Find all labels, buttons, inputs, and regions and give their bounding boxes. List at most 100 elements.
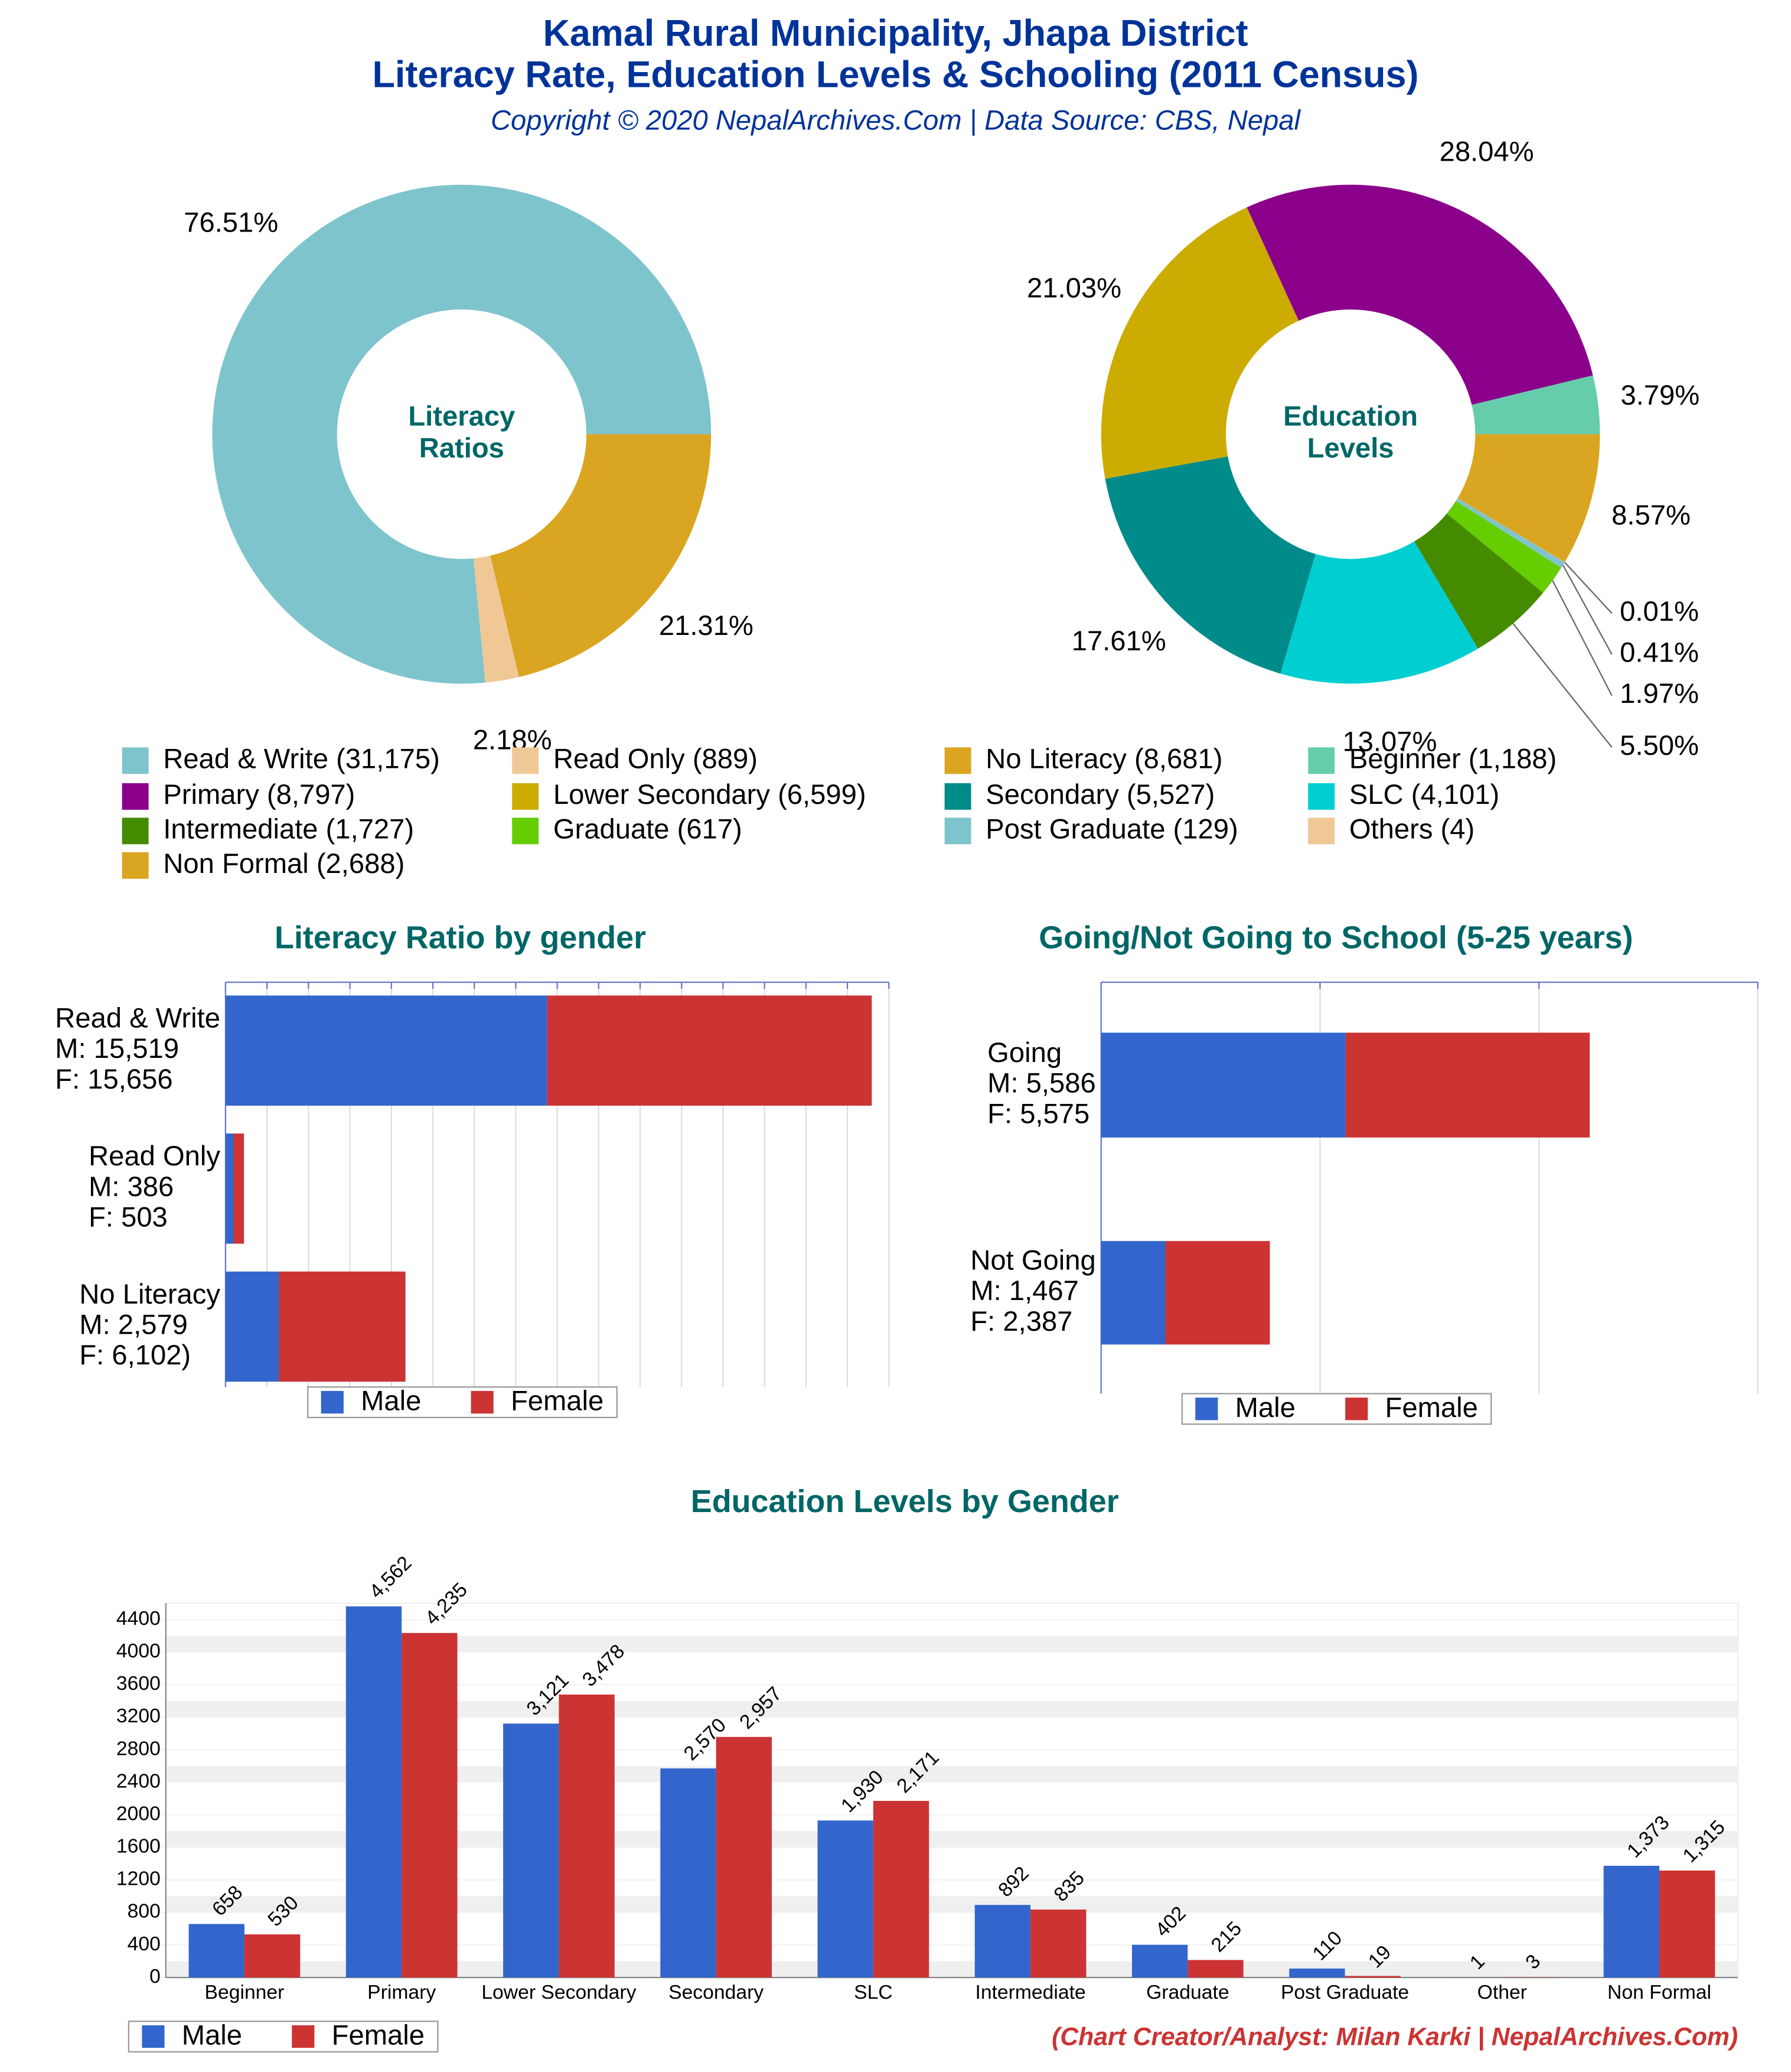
donut-slice (1280, 541, 1479, 684)
legend-swatch (142, 2025, 165, 2048)
leader-line (1562, 565, 1613, 655)
legend-label: SLC (4,101) (1349, 778, 1499, 810)
slice-label: 17.61% (1072, 625, 1166, 656)
legend-swatch (1195, 1397, 1218, 1421)
slice-label: 0.01% (1620, 595, 1699, 627)
legend-label: Read & Write (31,175) (163, 742, 439, 774)
y-tick-label: 2000 (116, 1802, 161, 1825)
legend-label: Read Only (889) (553, 742, 758, 774)
bar (503, 1724, 559, 1978)
y-tick-label: 1600 (116, 1835, 161, 1858)
legend-swatch (292, 2025, 315, 2048)
legend-label: Beginner (1,188) (1349, 742, 1557, 774)
y-tick-label: 3200 (116, 1705, 161, 1727)
legend-swatch (512, 783, 539, 810)
x-tick-label: Beginner (205, 1981, 285, 2003)
donut-slice (1447, 501, 1561, 593)
bar-segment (279, 1271, 406, 1382)
legend-swatch (1345, 1397, 1368, 1421)
category-label: M: 386 (89, 1171, 174, 1202)
legend-label: Primary (8,797) (163, 778, 355, 810)
bar (345, 1606, 402, 1978)
legend-box (307, 1386, 618, 1419)
bar (188, 1924, 244, 1978)
donut-slice (490, 434, 712, 677)
credit: (Chart Creator/Analyst: Milan Karki | Ne… (1052, 2023, 1738, 2051)
x-tick-label: Secondary (668, 1981, 764, 2003)
center-label: Levels (1307, 432, 1394, 464)
bar (1603, 1865, 1660, 1978)
slice-label: 3.79% (1620, 379, 1699, 411)
category-label: F: 5,575 (987, 1097, 1089, 1129)
legend-label: Secondary (5,527) (986, 778, 1215, 810)
donut-slice (1472, 375, 1600, 435)
legend-label: Lower Secondary (6,599) (553, 778, 866, 810)
legend-label: Post Graduate (129) (986, 813, 1238, 844)
center-label: Literacy (408, 400, 515, 432)
x-tick-label: Non Formal (1607, 1981, 1711, 2003)
category-label: Read & Write (55, 1002, 220, 1034)
legend-label: Female (511, 1385, 603, 1416)
bar (660, 1768, 716, 1978)
legend-swatch (1308, 747, 1335, 774)
category-label: M: 15,519 (55, 1032, 179, 1064)
legend-box (1181, 1393, 1492, 1425)
x-tick-label: Post Graduate (1281, 1981, 1409, 2003)
bar (1188, 1960, 1244, 1978)
slice-label: 28.04% (1440, 136, 1534, 167)
leader-line (1564, 562, 1613, 614)
slice-label: 0.41% (1620, 637, 1699, 668)
y-tick-label: 4400 (116, 1607, 161, 1630)
donut-slice (1101, 207, 1299, 479)
slice-label: 76.51% (184, 206, 278, 237)
slice-label: 21.31% (659, 610, 753, 641)
donut-slice (1105, 456, 1316, 674)
category-label: Going (987, 1037, 1062, 1068)
category-label: M: 1,467 (970, 1275, 1079, 1306)
chart-title: Literacy Ratio by gender (275, 920, 646, 955)
slice-label: 8.57% (1611, 499, 1691, 530)
center-label: Ratios (419, 432, 504, 464)
category-label: Read Only (89, 1140, 220, 1171)
bar-segment (1101, 1032, 1346, 1138)
bar-segment (1345, 1032, 1590, 1138)
legend-swatch (944, 747, 971, 774)
x-tick-label: Lower Secondary (481, 1981, 636, 2003)
y-tick-label: 400 (128, 1933, 161, 1955)
bar-segment (225, 1271, 279, 1382)
y-tick-label: 4000 (116, 1640, 161, 1662)
legend-swatch (944, 817, 971, 845)
legend-label: Female (332, 2019, 425, 2051)
bar (1030, 1910, 1087, 1978)
x-tick-label: Intermediate (975, 1981, 1085, 2003)
bar-segment (547, 995, 872, 1106)
center-label: Education (1283, 400, 1418, 432)
y-tick-label: 1200 (116, 1868, 161, 1890)
y-tick-label: 800 (128, 1900, 161, 1923)
legend-label: No Literacy (8,681) (986, 742, 1222, 774)
slice-label: 1.97% (1620, 677, 1699, 709)
legend-label: Male (182, 2019, 242, 2051)
chart-title: Going/Not Going to School (5-25 years) (1039, 920, 1633, 955)
legend-swatch (512, 747, 539, 774)
y-tick-label: 0 (149, 1965, 161, 1988)
legend-swatch (512, 817, 539, 845)
donut-slice (1247, 184, 1593, 405)
x-tick-label: SLC (854, 1981, 893, 2003)
category-label: F: 2,387 (970, 1305, 1072, 1337)
bar (873, 1800, 929, 1978)
bar (1659, 1870, 1715, 1978)
bar-segment (1101, 1241, 1166, 1345)
y-tick-label: 2800 (116, 1737, 161, 1760)
x-tick-label: Other (1477, 1981, 1527, 2003)
leader-line (1552, 580, 1613, 696)
donut-slice (1457, 434, 1600, 562)
legend-swatch (122, 852, 149, 879)
legend-box (128, 2021, 439, 2053)
chart-title: Education Levels by Gender (691, 1484, 1119, 1519)
legend-label: Male (361, 1385, 421, 1416)
legend-swatch (1308, 817, 1335, 845)
bar (244, 1934, 301, 1978)
donut-slice (212, 184, 712, 684)
